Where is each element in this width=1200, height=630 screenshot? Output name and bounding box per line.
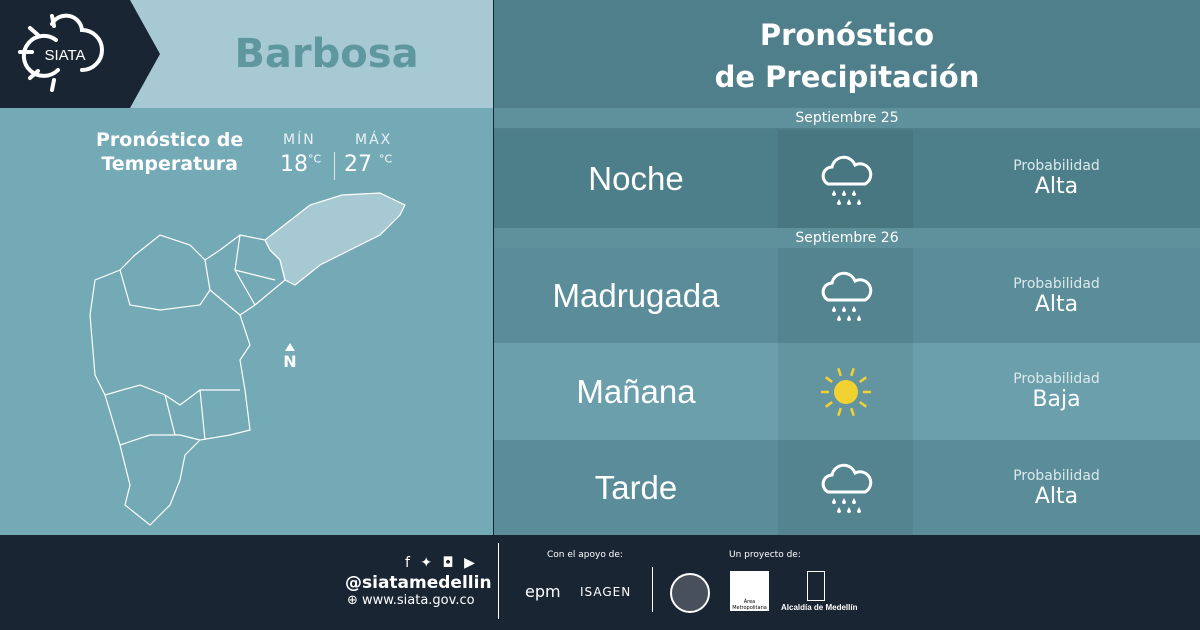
temperature-title: Pronóstico de Temperatura [96,128,243,176]
siata-logo: SIATA [0,0,160,108]
temperature-panel [0,108,493,535]
probability: Probabilidad Alta [913,130,1200,228]
probability-label: Probabilidad [1013,468,1100,484]
forecast-row: Noche Probabilidad Alta [494,130,1200,228]
precipitation-title: Pronóstico de Precipitación [494,14,1200,98]
medellin-seal [670,573,710,613]
social-icons[interactable]: f ✦ ◘ ▶ [405,555,478,571]
forecast-row: Mañana Probabilidad Baja [494,343,1200,440]
period-label: Madrugada [552,276,720,314]
forecast-row: Madrugada Probabilidad Alta [494,248,1200,343]
rain-cloud-icon [778,440,913,535]
city-name: Barbosa [234,31,419,77]
alcaldia-logo: Alcaldía de Medellín [781,603,858,612]
probability-label: Probabilidad [1013,371,1100,387]
max-label: MÁX [355,132,393,148]
alcaldia-shield [807,571,825,601]
period-label: Mañana [576,372,696,410]
max-value: 27 °C [344,152,393,177]
date-label: Septiembre 25 [494,108,1200,128]
probability-label: Probabilidad [1013,276,1100,292]
title-line: Pronóstico de [96,129,244,151]
footer: f ✦ ◘ ▶ @siatamedellin ⊕ www.siata.gov.c… [0,535,1200,630]
probability: Probabilidad Alta [913,248,1200,343]
project-label: Un proyecto de: [729,550,801,560]
sun-icon [778,343,913,440]
north-arrow-icon [285,343,295,351]
title-line: de Precipitación [714,60,980,94]
municipality-map: N [89,192,406,526]
isagen-logo: ISAGEN [580,585,632,599]
globe-icon: ⊕ [347,593,358,608]
divider [652,567,653,612]
area-metropolitana-logo: Área Metropolitana Valle de Aburrá [730,571,769,611]
title-line: Temperatura [101,153,238,175]
probability-value: Baja [1032,387,1081,412]
support-label: Con el apoyo de: [547,550,623,560]
rain-cloud-icon [778,248,913,343]
min-value: 18°C [280,152,322,177]
probability-value: Alta [1034,292,1079,317]
probability: Probabilidad Baja [913,343,1200,440]
probability: Probabilidad Alta [913,440,1200,535]
epm-logo: epm [525,582,561,601]
probability-value: Alta [1034,174,1079,199]
probability-value: Alta [1034,484,1079,509]
divider [334,152,335,180]
social-handle[interactable]: @siatamedellin [345,573,492,593]
rain-cloud-icon [778,130,913,228]
sun-cloud-logo-icon: SIATA [18,13,104,92]
svg-text:N: N [283,352,296,371]
probability-label: Probabilidad [1013,158,1100,174]
period-label: Tarde [594,468,678,506]
divider [498,543,499,619]
website-link[interactable]: ⊕ www.siata.gov.co [347,593,475,608]
min-label: MÍN [283,132,316,148]
date-label: Septiembre 26 [494,228,1200,248]
title-line: Pronóstico [759,18,935,52]
forecast-row: Tarde Probabilidad Alta [494,440,1200,535]
svg-text:SIATA: SIATA [44,47,85,64]
period-label: Noche [588,160,684,197]
